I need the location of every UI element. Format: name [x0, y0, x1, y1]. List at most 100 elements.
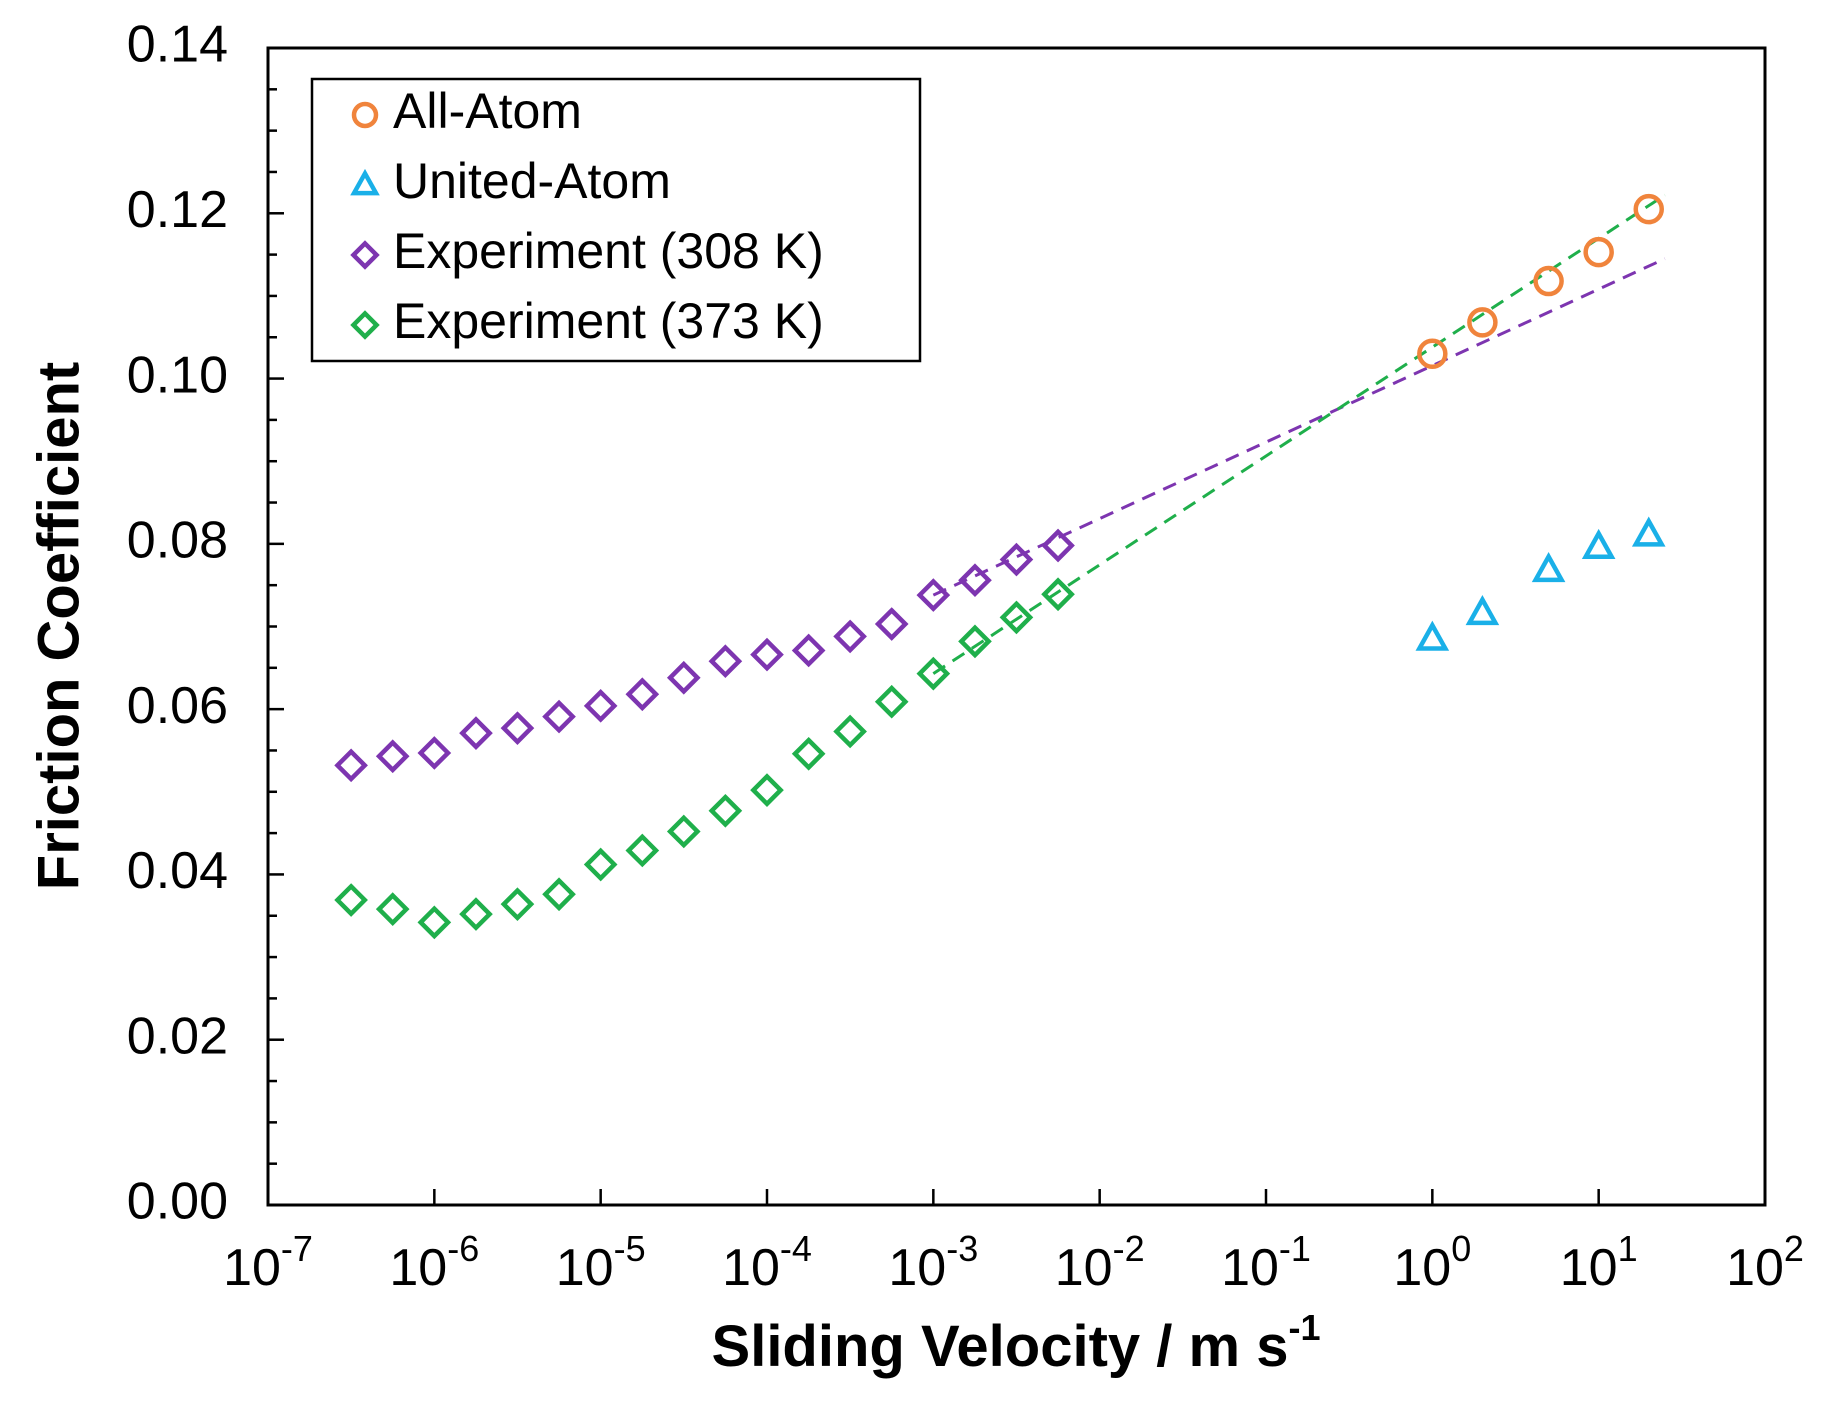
data-point — [334, 748, 368, 783]
y-tick-label: 0.12 — [127, 181, 228, 239]
data-point — [542, 699, 576, 734]
data-point — [542, 877, 576, 912]
x-tick-label: 10-1 — [1221, 1228, 1311, 1297]
legend-marker — [350, 168, 380, 196]
data-point — [1531, 552, 1566, 583]
x-tick-label: 100 — [1393, 1228, 1471, 1297]
data-point — [833, 619, 867, 654]
data-point — [583, 847, 618, 882]
data-point — [417, 736, 452, 770]
data-point — [459, 897, 493, 931]
y-tick-label: 0.00 — [127, 1173, 228, 1231]
x-axis-title-main: Sliding Velocity / m s — [712, 1314, 1289, 1379]
legend-label: Experiment (308 K) — [393, 223, 824, 279]
x-tick-label: 10-3 — [888, 1228, 978, 1297]
x-tick-base: 10 — [1221, 1239, 1279, 1297]
x-tick-exponent: 0 — [1451, 1228, 1471, 1269]
data-point — [1417, 338, 1448, 370]
data-point — [1533, 265, 1564, 297]
x-tick-base: 10 — [223, 1239, 281, 1297]
x-tick-base: 10 — [722, 1239, 780, 1297]
x-tick-label: 10-4 — [722, 1228, 812, 1297]
data-point — [1581, 528, 1616, 559]
x-tick-exponent: -2 — [1113, 1228, 1145, 1269]
x-tick-label: 10-6 — [389, 1228, 479, 1297]
x-tick-base: 10 — [1055, 1239, 1113, 1297]
data-point — [625, 677, 660, 712]
x-tick-base: 10 — [1393, 1239, 1451, 1297]
data-point — [958, 563, 992, 598]
x-tick-base: 10 — [556, 1239, 614, 1297]
data-point — [583, 689, 618, 723]
y-tick-label: 0.14 — [127, 16, 228, 74]
x-tick-label: 10-5 — [556, 1228, 646, 1297]
legend-box — [310, 77, 922, 363]
x-axis-title-superscript: -1 — [1288, 1307, 1320, 1348]
data-point — [375, 892, 410, 926]
data-point — [1467, 307, 1498, 338]
trendline — [932, 193, 1666, 675]
y-tick-label: 0.08 — [127, 512, 228, 570]
x-tick-base: 10 — [389, 1239, 447, 1297]
data-point — [916, 656, 951, 691]
data-point — [708, 644, 743, 679]
data-point — [1631, 516, 1666, 547]
trendline — [932, 257, 1666, 597]
data-point — [417, 905, 452, 940]
x-tick-exponent: 2 — [1784, 1228, 1804, 1269]
x-tick-exponent: -4 — [780, 1228, 812, 1269]
x-axis-title: Sliding Velocity / m s-1 — [712, 1307, 1321, 1379]
legend-items: All-Atom United-Atom Experiment (308 K) Exp… — [350, 83, 824, 349]
data-point — [500, 887, 535, 922]
data-point — [833, 714, 867, 749]
legend-marker — [351, 101, 379, 129]
y-tick-label: 0.02 — [127, 1007, 228, 1065]
x-tick-exponent: -5 — [614, 1228, 646, 1269]
data-point — [666, 814, 701, 849]
data-point — [1415, 620, 1450, 651]
x-tick-exponent: -6 — [447, 1228, 479, 1269]
y-tick-labels: 0.00 0.02 0.04 0.06 0.08 0.10 0.12 0.14 — [127, 16, 228, 1231]
series-united-atom — [1415, 516, 1666, 651]
data-point — [500, 711, 535, 745]
data-point — [916, 578, 951, 612]
trendlines — [932, 193, 1666, 675]
data-point — [666, 660, 701, 695]
data-point — [459, 716, 493, 750]
x-tick-exponent: -3 — [946, 1228, 978, 1269]
data-point — [874, 607, 909, 641]
plot-frame — [266, 46, 1767, 1207]
data-point — [791, 633, 826, 668]
series-experiment-373-k — [334, 577, 1075, 940]
x-tick-label: 101 — [1560, 1228, 1638, 1297]
data-point — [874, 684, 909, 719]
data-point — [708, 793, 743, 828]
y-tick-label: 0.06 — [127, 677, 228, 735]
data-point — [999, 600, 1034, 635]
data-point — [750, 637, 784, 672]
data-series — [334, 193, 1666, 940]
data-point — [958, 624, 992, 659]
x-tick-label: 10-2 — [1055, 1228, 1145, 1297]
data-point — [625, 833, 660, 868]
data-point — [750, 773, 784, 807]
legend: All-Atom United-Atom Experiment (308 K) Exp… — [310, 77, 922, 363]
legend-label: All-Atom — [393, 83, 582, 139]
y-tick-label: 0.04 — [127, 842, 228, 900]
series-all-atom — [1417, 193, 1664, 370]
x-tick-base: 10 — [888, 1239, 946, 1297]
data-point — [1583, 236, 1614, 268]
x-tick-exponent: 1 — [1618, 1228, 1638, 1269]
legend-marker — [350, 310, 380, 340]
data-point — [1041, 528, 1075, 563]
x-tick-label: 10-7 — [223, 1228, 313, 1297]
x-tick-base: 10 — [1560, 1239, 1618, 1297]
data-point — [1041, 577, 1075, 612]
data-point — [334, 883, 368, 917]
legend-label: United-Atom — [393, 153, 671, 209]
x-tick-labels: 10-7 10-6 10-5 10-4 10-3 10-2 10-1 100 101 102 — [223, 1228, 1804, 1297]
series-experiment-308-k — [334, 528, 1075, 783]
y-tick-label: 0.10 — [127, 346, 228, 404]
